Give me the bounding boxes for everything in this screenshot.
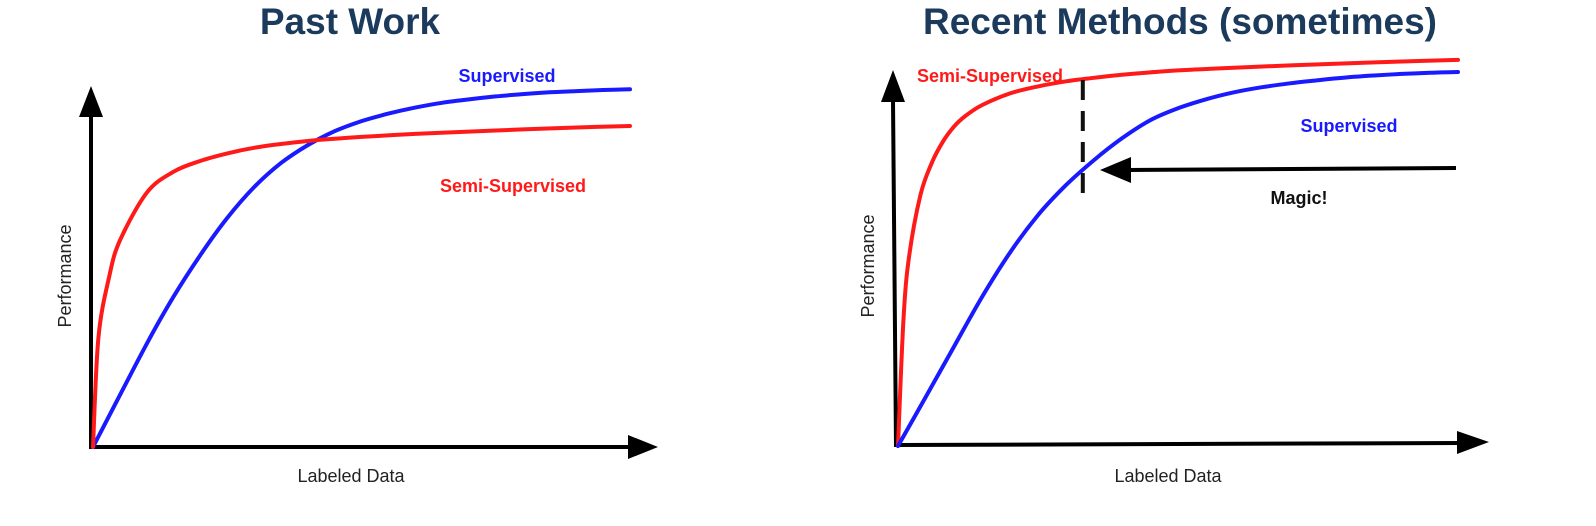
y-axis-line — [891, 99, 898, 448]
x-axis-title: Labeled Data — [1114, 466, 1222, 486]
chart-past-work: Supervised Semi-Supervised Labeled Data … — [55, 66, 658, 486]
chart-title-past-work: Past Work — [259, 1, 441, 42]
series-label-supervised: Supervised — [1300, 116, 1397, 136]
series-line-supervised — [91, 87, 632, 449]
chart-recent-methods: Semi-Supervised Supervised Magic! Labele… — [858, 57, 1489, 486]
y-axis-title: Performance — [858, 214, 878, 317]
x-axis-line — [897, 441, 1461, 447]
series-line-semi-supervised — [896, 57, 1460, 448]
series-label-semi-supervised: Semi-Supervised — [440, 176, 586, 196]
y-axis-arrowhead — [79, 86, 103, 117]
series-label-supervised: Supervised — [458, 66, 555, 86]
y-axis-arrowhead — [881, 70, 905, 102]
y-axis-title: Performance — [55, 224, 75, 327]
magic-arrowhead — [1100, 157, 1131, 183]
series-line-semi-supervised — [91, 124, 632, 449]
series-label-semi-supervised: Semi-Supervised — [917, 66, 1063, 86]
x-axis-arrowhead — [628, 435, 658, 459]
chart-title-recent-methods: Recent Methods (sometimes) — [923, 1, 1437, 42]
x-axis-title: Labeled Data — [297, 466, 405, 486]
x-axis-arrowhead — [1457, 431, 1489, 454]
series-line-supervised — [896, 70, 1460, 448]
annotation-label-magic: Magic! — [1270, 188, 1327, 208]
magic-arrow — [1127, 166, 1457, 172]
